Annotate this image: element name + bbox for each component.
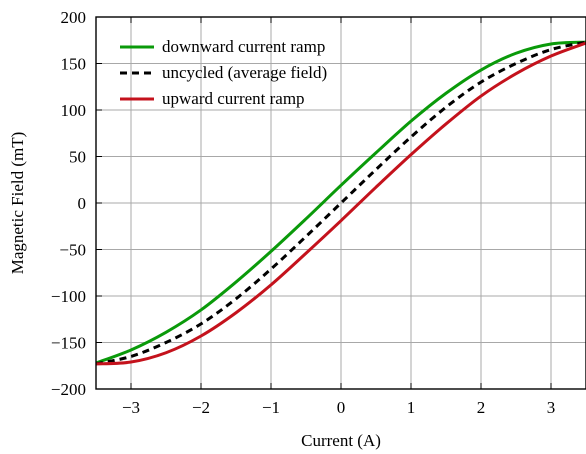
axis-ticks: −3 −2 −1 0 1 2 3 −200 −150 −100 −50 0 50 100 150 200: [51, 8, 555, 417]
legend-label: downward current ramp: [162, 37, 325, 56]
y-tick-label: 200: [61, 8, 87, 27]
series-line-upward-current-ramp: [96, 41, 586, 366]
y-tick-label: 150: [61, 55, 87, 74]
y-axis-label: Magnetic Field (mT): [8, 132, 27, 275]
x-tick-label: 3: [547, 398, 556, 417]
y-tick-label: 0: [78, 194, 87, 213]
grid-lines: [96, 16, 586, 390]
y-tick-label: 50: [69, 148, 86, 167]
x-tick-label: 2: [477, 398, 486, 417]
legend-label: uncycled (average field): [162, 63, 327, 82]
x-tick-label: −2: [192, 398, 210, 417]
x-tick-label: −3: [122, 398, 140, 417]
legend-label: upward current ramp: [162, 89, 305, 108]
data-series: [96, 40, 586, 366]
x-axis-label: Current (A): [301, 431, 381, 450]
y-tick-label: −100: [51, 287, 86, 306]
legend: downward current ramp uncycled (average f…: [120, 37, 327, 108]
y-tick-label: 100: [61, 101, 87, 120]
y-tick-label: −150: [51, 334, 86, 353]
x-tick-label: 0: [337, 398, 346, 417]
x-tick-label: 1: [407, 398, 416, 417]
x-tick-label: −1: [262, 398, 280, 417]
series-line-uncycled-average-field: [96, 40, 586, 366]
y-tick-label: −50: [59, 241, 86, 260]
series-line-downward-current-ramp: [96, 40, 586, 365]
y-tick-label: −200: [51, 380, 86, 399]
